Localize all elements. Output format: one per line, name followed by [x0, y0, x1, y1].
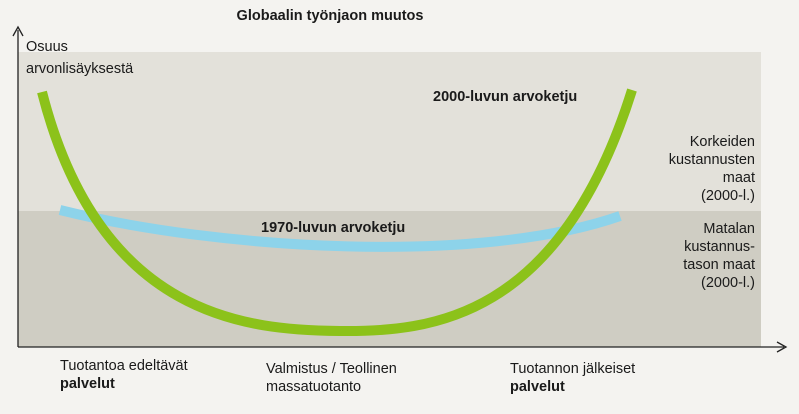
y-axis-arrowhead — [12, 25, 24, 37]
x-label-manufacturing: Valmistus / Teollinen massatuotanto — [266, 360, 397, 396]
diagram-title: Globaalin työnjaon muutos — [236, 8, 424, 24]
x-label-line: Tuotantoa edeltävät — [60, 358, 188, 374]
high-cost-band — [18, 52, 761, 211]
curve-2000-label: 2000-luvun arvoketju — [433, 89, 578, 105]
band-label-line: Korkeiden — [689, 134, 755, 150]
x-label-line: massatuotanto — [266, 379, 362, 395]
x-label-line: Tuotannon jälkeiset — [510, 361, 636, 377]
band-label-line: kustannusten — [668, 152, 755, 168]
curve-1970-label: 1970-luvun arvoketju — [261, 220, 406, 236]
high-cost-band-label: Korkeiden kustannusten maat (2000-l.) — [669, 133, 755, 205]
band-label-line: tason maat — [683, 257, 755, 273]
x-label-line-bold: palvelut — [510, 379, 565, 395]
low-cost-band-label: Matalan kustannus- tason maat (2000-l.) — [683, 220, 755, 292]
x-label-post-production: Tuotannon jälkeiset palvelut — [510, 360, 635, 396]
x-label-line: Valmistus / Teollinen — [266, 361, 397, 377]
band-label-line: kustannus- — [684, 239, 755, 255]
curve-2000 — [37, 88, 637, 337]
x-label-pre-production: Tuotantoa edeltävät palvelut — [60, 357, 188, 393]
band-label-line: Matalan — [703, 221, 755, 237]
curve-1970 — [58, 205, 622, 252]
band-label-line: maat — [722, 170, 755, 186]
band-label-line: (2000-l.) — [701, 188, 755, 204]
band-label-line: (2000-l.) — [701, 275, 755, 291]
y-axis-label: Osuus arvonlisäyksestä — [26, 36, 133, 80]
y-axis-label-line: arvonlisäyksestä — [26, 61, 134, 77]
y-axis-label-line: Osuus — [26, 39, 68, 55]
x-label-line-bold: palvelut — [60, 376, 115, 392]
x-axis-arrowhead — [776, 341, 788, 353]
